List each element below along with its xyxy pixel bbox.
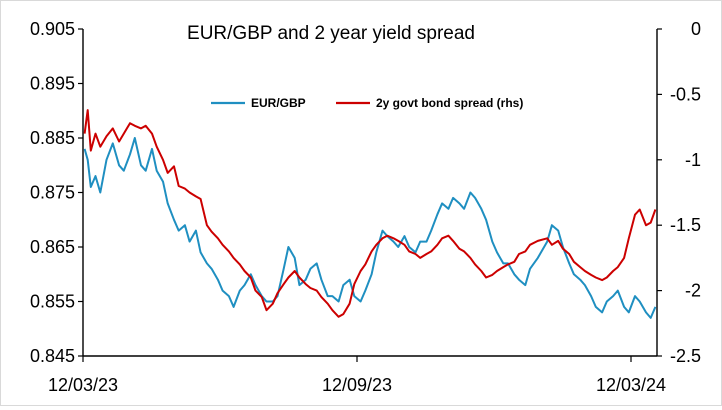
legend-label-eurgbp: EUR/GBP xyxy=(251,96,306,110)
left-tick-label: 0.855 xyxy=(30,292,75,312)
left-tick-label: 0.895 xyxy=(30,74,75,94)
right-tick-label: -0.5 xyxy=(670,84,701,104)
left-tick-label: 0.845 xyxy=(30,346,75,366)
right-tick-label: -2.5 xyxy=(670,346,701,366)
series-line-bond-spread xyxy=(83,109,657,318)
left-tick-label: 0.885 xyxy=(30,128,75,148)
series-layer xyxy=(83,109,657,319)
axes-layer: 0.905 0.895 0.885 0.875 0.865 0.855 0.845 0 -0.5… xyxy=(30,19,701,395)
right-tick-label: -1.5 xyxy=(670,215,701,235)
series-line-eurgbp xyxy=(83,137,657,319)
chart-title: EUR/GBP and 2 year yield spread xyxy=(187,23,475,44)
x-tick-label: 12/03/24 xyxy=(596,375,666,395)
right-tick-label: -1 xyxy=(685,150,701,170)
x-tick-label: 12/09/23 xyxy=(322,375,392,395)
right-tick-label: 0 xyxy=(691,19,701,39)
legend-label-bond-spread: 2y govt bond spread (rhs) xyxy=(376,96,523,110)
left-tick-label: 0.875 xyxy=(30,183,75,203)
left-tick-label: 0.905 xyxy=(30,19,75,39)
x-tick-label: 12/03/23 xyxy=(48,375,118,395)
left-tick-label: 0.865 xyxy=(30,237,75,257)
right-tick-label: -2 xyxy=(685,281,701,301)
legend: EUR/GBP 2y govt bond spread (rhs) xyxy=(211,96,523,110)
